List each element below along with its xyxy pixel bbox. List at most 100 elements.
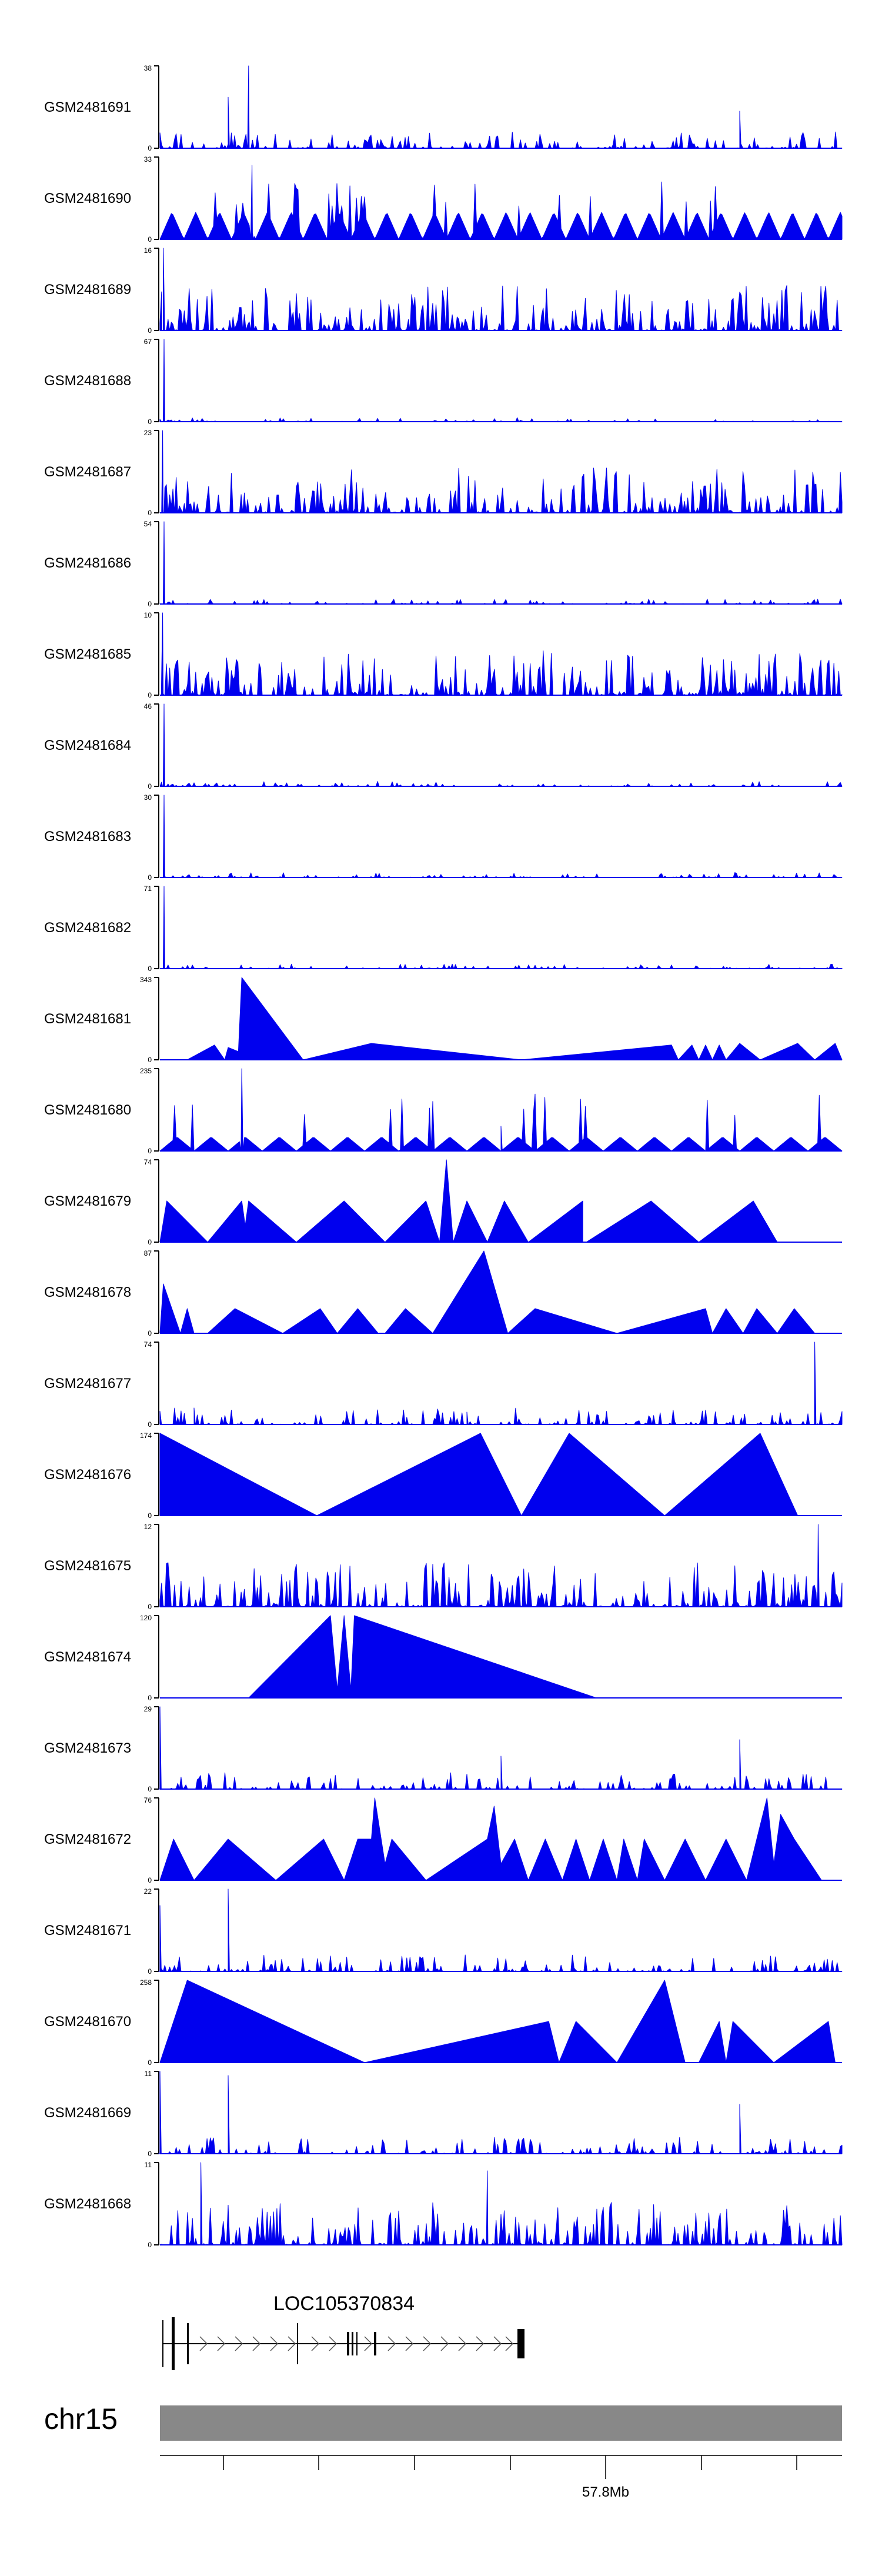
track: GSM2481689 16 0 — [44, 246, 843, 335]
gene-strand-arrow — [476, 2336, 485, 2351]
y-min-label: 0 — [148, 1876, 152, 1884]
gene-strand-arrow — [288, 2336, 296, 2351]
gene-exon — [517, 2329, 524, 2358]
y-max-label: 71 — [144, 885, 152, 893]
track: GSM2481675 12 0 — [44, 1523, 843, 1611]
signal-area — [158, 2071, 843, 2154]
gene-exon — [352, 2332, 353, 2355]
track-label: GSM2481674 — [44, 1649, 131, 1665]
signal-area — [158, 1888, 843, 1972]
gene-exon — [172, 2317, 175, 2370]
chromosome-track: chr15 57.8Mb — [44, 2403, 842, 2500]
track: GSM2481688 67 0 — [44, 338, 843, 426]
y-max-label: 12 — [144, 1523, 152, 1531]
track-label: GSM2481678 — [44, 1284, 131, 1300]
y-min-label: 0 — [148, 965, 152, 973]
y-min-label: 0 — [148, 1420, 152, 1429]
chromosome-axis — [160, 2455, 842, 2479]
position-tick-label: 57.8Mb — [582, 2484, 629, 2500]
signal-area — [159, 1433, 799, 1516]
gene-exon — [356, 2332, 358, 2355]
gene-track: LOC105370834 — [162, 2293, 524, 2370]
gene-strand-arrow — [270, 2336, 279, 2351]
gene-exon — [374, 2332, 376, 2355]
y-min-label: 0 — [148, 418, 152, 426]
signal-area — [159, 521, 843, 605]
track: GSM2481684 46 0 — [44, 702, 843, 790]
track: GSM2481683 30 0 — [44, 793, 843, 882]
y-max-label: 38 — [144, 64, 152, 72]
y-max-label: 258 — [140, 1978, 152, 1987]
track-label: GSM2481688 — [44, 373, 131, 389]
track: GSM2481672 76 0 — [44, 1796, 842, 1884]
y-max-label: 235 — [140, 1067, 152, 1075]
track-label: GSM2481671 — [44, 1923, 131, 1938]
track: GSM2481677 74 0 — [44, 1340, 843, 1429]
y-min-label: 0 — [148, 1967, 152, 1976]
y-max-label: 120 — [140, 1614, 152, 1622]
track-label: GSM2481669 — [44, 2105, 131, 2121]
gene-strand-arrow — [493, 2336, 502, 2351]
track-label: GSM2481690 — [44, 191, 131, 206]
signal-area — [159, 886, 843, 969]
y-max-label: 174 — [140, 1432, 152, 1440]
signal-area — [159, 1797, 822, 1881]
y-max-label: 46 — [144, 702, 152, 710]
y-max-label: 33 — [144, 155, 152, 163]
track: GSM2481680 235 0 — [44, 1067, 843, 1155]
signal-area — [159, 1068, 843, 1152]
signal-area — [159, 339, 843, 422]
y-min-label: 0 — [148, 326, 152, 335]
track-label: GSM2481677 — [44, 1376, 131, 1392]
track-label: GSM2481682 — [44, 920, 131, 936]
y-max-label: 74 — [144, 1340, 152, 1349]
gene-strand-arrow — [423, 2336, 432, 2351]
signal-area — [159, 1980, 836, 2063]
y-min-label: 0 — [148, 1329, 152, 1337]
gene-label: LOC105370834 — [273, 2293, 415, 2315]
y-max-label: 30 — [144, 793, 152, 802]
track-label: GSM2481670 — [44, 2014, 131, 2030]
track: GSM2481685 10 0 — [44, 611, 843, 699]
signal-area — [159, 2162, 843, 2245]
track-label: GSM2481676 — [44, 1467, 131, 1483]
track: GSM2481668 11 0 — [44, 2161, 843, 2249]
y-max-label: 76 — [144, 1796, 152, 1804]
y-max-label: 10 — [144, 611, 152, 619]
gene-strand-arrow — [458, 2336, 467, 2351]
signal-tracks: GSM2481691380GSM2481690330GSM2481689160G… — [44, 64, 843, 2249]
track: GSM2481690 33 0 — [44, 155, 843, 243]
track-label: GSM2481680 — [44, 1102, 131, 1118]
signal-area — [186, 977, 843, 1060]
signal-area — [159, 248, 843, 331]
y-min-label: 0 — [148, 235, 152, 243]
gene-strand-arrow — [405, 2336, 414, 2351]
track-label: GSM2481683 — [44, 829, 131, 845]
y-min-label: 0 — [148, 2241, 152, 2249]
y-max-label: 11 — [145, 2070, 152, 2078]
y-max-label: 22 — [144, 1887, 152, 1896]
track: GSM2481687 23 0 — [44, 429, 843, 517]
track-label: GSM2481684 — [44, 738, 131, 753]
gene-strand-arrow — [364, 2336, 373, 2351]
gene-strand-arrow — [440, 2336, 449, 2351]
signal-area — [158, 1706, 843, 1790]
track-label: GSM2481685 — [44, 646, 131, 662]
y-max-label: 343 — [140, 976, 152, 984]
track-label: GSM2481673 — [44, 1740, 131, 1756]
track: GSM2481673 29 0 — [44, 1705, 843, 1793]
signal-area — [159, 1524, 843, 1607]
gene-strand-arrow — [329, 2336, 338, 2351]
y-max-label: 16 — [144, 246, 152, 255]
gene-strand-arrow — [311, 2336, 320, 2351]
signal-area — [159, 65, 843, 149]
track-label: GSM2481686 — [44, 555, 131, 571]
y-min-label: 0 — [148, 1238, 152, 1246]
track: GSM2481679 74 0 — [44, 1158, 842, 1246]
y-min-label: 0 — [148, 1785, 152, 1793]
track: GSM2481674 120 0 — [44, 1614, 842, 1702]
y-min-label: 0 — [148, 600, 152, 608]
track: GSM2481671 22 0 — [44, 1887, 843, 1976]
track: GSM2481669 11 0 — [44, 2070, 843, 2158]
gene-strand-arrow — [217, 2336, 226, 2351]
